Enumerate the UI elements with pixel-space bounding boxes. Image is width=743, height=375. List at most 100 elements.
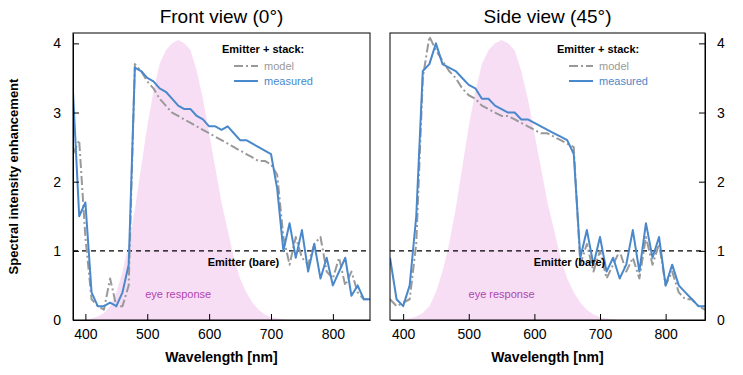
x-axis: 400 500 600 700 800 [391, 314, 706, 342]
y-tick-mark [699, 43, 705, 44]
y-tick: 3 [699, 105, 725, 121]
y-tick: 0 [53, 312, 79, 328]
legend: Emitter + stack: model measured [222, 43, 313, 87]
y2-axis: 0 1 2 3 4 [699, 34, 725, 328]
x-axis-line [74, 320, 371, 321]
x-tick-label: 600 [523, 326, 547, 342]
y-tick-mark [73, 320, 79, 321]
y-tick-mark [73, 182, 79, 183]
y-tick-mark [73, 113, 79, 114]
line-series [73, 68, 370, 307]
y-tick: 1 [53, 243, 79, 259]
y-axis: 0 1 2 3 4 [53, 34, 79, 328]
y-tick-mark [73, 43, 79, 44]
x-tick-mark [666, 314, 667, 320]
y-tick-mark [699, 251, 705, 252]
legend-swatch [569, 65, 593, 67]
x-tick: 500 [136, 314, 160, 342]
y-tick-mark [699, 320, 705, 321]
area-label: eye response [469, 288, 535, 300]
line-series [390, 43, 705, 306]
y-axis-line [73, 34, 74, 321]
y-tick: 4 [699, 35, 725, 51]
x-tick: 400 [74, 314, 98, 342]
x-tick: 800 [322, 314, 346, 342]
x-tick-label: 700 [260, 326, 284, 342]
x-tick-label: 800 [322, 326, 346, 342]
x-tick: 600 [523, 314, 547, 342]
plot-frame [73, 33, 370, 320]
x-tick-label: 700 [589, 326, 613, 342]
plot-area [73, 40, 370, 320]
x-axis-title: Wavelength [nm] [165, 349, 277, 365]
x-tick-label: 500 [458, 326, 482, 342]
x-tick-label: 600 [198, 326, 222, 342]
legend-label: model [264, 60, 294, 72]
x-tick-mark [271, 314, 272, 320]
y-tick-label: 4 [53, 35, 61, 51]
x-tick-label: 400 [74, 326, 98, 342]
y-tick: 3 [53, 105, 79, 121]
y-tick-mark [699, 182, 705, 183]
x-tick: 700 [589, 314, 613, 342]
legend-title: Emitter + stack: [557, 43, 639, 55]
line-series [390, 36, 705, 309]
x-tick-mark [147, 314, 148, 320]
y-tick-label: 2 [53, 174, 61, 190]
x-tick-mark [403, 314, 404, 320]
chart-title: Front view (0°) [160, 6, 284, 27]
y-axis-title: Spectral intensity enhancement [6, 78, 21, 274]
reference-label: Emitter (bare) [208, 256, 280, 268]
y-tick-mark [73, 251, 79, 252]
panel: Front view (0°) 400 500 600 700 800 0 1 2 3 4 Wavel… [6, 6, 371, 365]
x-tick-label: 400 [392, 326, 416, 342]
plot-frame [390, 33, 705, 320]
y-tick-mark [699, 113, 705, 114]
plot-area [390, 36, 705, 320]
area-label: eye response [145, 288, 211, 300]
y-tick: 0 [699, 312, 725, 328]
legend-swatch [234, 65, 258, 67]
legend-title: Emitter + stack: [222, 43, 304, 55]
x-axis: 400 500 600 700 800 [74, 314, 371, 342]
x-tick: 700 [260, 314, 284, 342]
reference-line [73, 250, 370, 251]
x-tick-label: 500 [136, 326, 160, 342]
x-tick-mark [469, 314, 470, 320]
y-tick: 2 [699, 174, 725, 190]
x-tick: 800 [654, 314, 678, 342]
legend-label: measured [264, 75, 313, 87]
y-tick-label: 1 [717, 243, 725, 259]
y-tick: 4 [53, 35, 79, 51]
x-axis-title: Wavelength [nm] [491, 349, 603, 365]
chart-title: Side view (45°) [484, 6, 612, 27]
line-series [73, 64, 370, 310]
y-tick: 2 [53, 174, 79, 190]
x-tick: 600 [198, 314, 222, 342]
legend-swatch [569, 80, 593, 82]
x-tick-mark [209, 314, 210, 320]
legend-swatch [234, 80, 258, 82]
y-axis-line [705, 34, 706, 321]
y-tick: 1 [699, 243, 725, 259]
x-tick-label: 800 [654, 326, 678, 342]
x-axis-line [391, 320, 706, 321]
legend-label: model [599, 60, 629, 72]
y-tick-label: 4 [717, 35, 725, 51]
panel: Side view (45°) 400 500 600 700 800 0 1 2 3 4 Wavel… [390, 6, 725, 365]
area-series [390, 40, 705, 320]
x-tick-mark [333, 314, 334, 320]
y-tick-label: 0 [53, 312, 61, 328]
y-tick-label: 3 [717, 105, 725, 121]
legend: Emitter + stack: model measured [557, 43, 648, 87]
x-tick-mark [600, 314, 601, 320]
y-tick-label: 1 [53, 243, 61, 259]
x-tick: 500 [458, 314, 482, 342]
chart-canvas: Front view (0°) 400 500 600 700 800 0 1 2 3 4 Wavel… [0, 0, 743, 375]
legend-label: measured [599, 75, 648, 87]
y-tick-label: 2 [717, 174, 725, 190]
x-tick-mark [534, 314, 535, 320]
y-tick-label: 3 [53, 105, 61, 121]
x-tick: 400 [392, 314, 416, 342]
reference-label: Emitter (bare) [534, 256, 606, 268]
